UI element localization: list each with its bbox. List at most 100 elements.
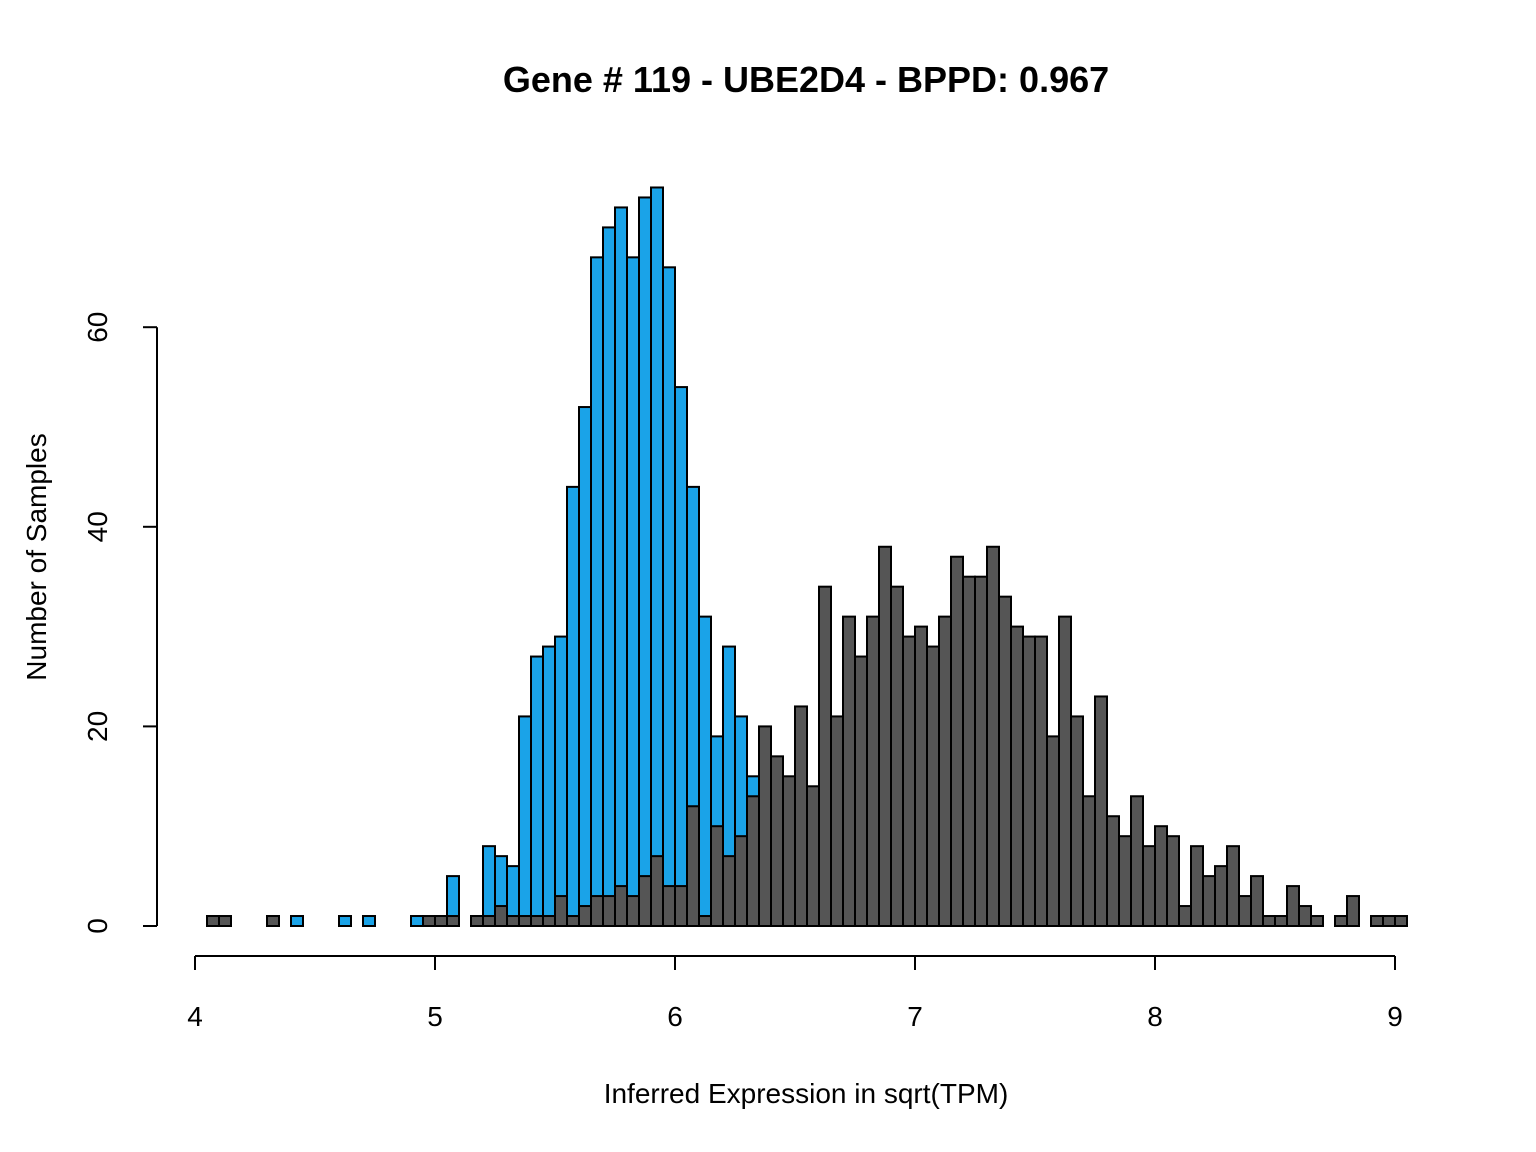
series-1-bar <box>482 845 496 927</box>
series-1-bar <box>698 615 712 927</box>
series-1-bar <box>650 186 664 928</box>
x-axis: 4 5 6 7 8 9 <box>187 955 1403 1032</box>
series-2-bar <box>758 725 772 928</box>
series-2-bar <box>890 585 904 927</box>
series-2-bar <box>218 915 232 928</box>
series-2-bar <box>1178 905 1192 927</box>
series-1-bar <box>338 915 352 928</box>
series-2-bars <box>206 545 1408 928</box>
series-2-bar <box>974 575 988 927</box>
series-2-bar <box>806 785 820 928</box>
series-2-bar <box>494 905 508 927</box>
series-2-bar <box>1214 865 1228 927</box>
series-2-bar <box>566 915 580 928</box>
series-2-bar <box>1118 835 1132 927</box>
series-1-bar <box>626 256 640 927</box>
bars-layer <box>206 186 1408 928</box>
x-tick-label: 4 <box>187 1001 203 1032</box>
series-2-bar <box>1382 915 1396 928</box>
x-axis-label: Inferred Expression in sqrt(TPM) <box>604 1078 1009 1109</box>
series-2-bar <box>578 905 592 927</box>
series-2-bar <box>710 825 724 928</box>
series-2-bar <box>482 915 496 928</box>
series-2-bar <box>938 615 952 927</box>
y-tick-label: 60 <box>82 312 113 343</box>
series-2-bar <box>1070 715 1084 927</box>
series-2-bar <box>902 635 916 928</box>
series-1-bar <box>530 655 544 927</box>
series-2-bar <box>998 595 1012 927</box>
series-1-bar <box>662 266 676 927</box>
series-2-bar <box>734 835 748 927</box>
series-2-bar <box>818 585 832 927</box>
series-2-bar <box>1310 915 1324 928</box>
x-tick-label: 7 <box>907 1001 923 1032</box>
series-2-bar <box>602 895 616 927</box>
series-2-bar <box>1154 825 1168 928</box>
series-2-bar <box>530 915 544 928</box>
series-2-bar <box>1034 635 1048 928</box>
series-2-bar <box>986 545 1000 927</box>
series-2-bar <box>770 755 784 928</box>
series-1-bar <box>542 645 556 927</box>
series-2-bar <box>1370 915 1384 928</box>
y-tick-label: 40 <box>82 511 113 542</box>
series-2-bar <box>1190 845 1204 927</box>
series-2-bar <box>1202 875 1216 927</box>
series-2-bar <box>1082 795 1096 928</box>
series-2-bar <box>842 615 856 927</box>
series-2-bar <box>626 895 640 927</box>
series-1-bar <box>590 256 604 927</box>
series-1-bar <box>554 635 568 928</box>
series-2-bar <box>542 915 556 928</box>
series-1-bar <box>674 386 688 927</box>
series-2-bar <box>1226 845 1240 927</box>
series-2-bar <box>1094 695 1108 928</box>
series-2-bar <box>746 795 760 928</box>
series-2-bar <box>1262 915 1276 928</box>
series-2-bar <box>1010 625 1024 927</box>
x-tick-label: 5 <box>427 1001 443 1032</box>
series-2-bar <box>1346 895 1360 927</box>
series-2-bar <box>1274 915 1288 928</box>
chart-title: Gene # 119 - UBE2D4 - BPPD: 0.967 <box>503 59 1109 100</box>
series-2-bar <box>1106 815 1120 927</box>
x-tick-label: 6 <box>667 1001 683 1032</box>
series-2-bar <box>554 895 568 927</box>
series-2-bar <box>518 915 532 928</box>
series-2-bar <box>1058 615 1072 927</box>
series-2-bar <box>926 645 940 927</box>
series-2-bar <box>1334 915 1348 928</box>
series-2-bar <box>698 915 712 928</box>
series-2-bar <box>650 855 664 928</box>
series-2-bar <box>914 625 928 927</box>
series-2-bar <box>722 855 736 928</box>
series-2-bar <box>1238 895 1252 927</box>
series-1-bar <box>578 406 592 928</box>
series-2-bar <box>794 705 808 927</box>
series-2-bar <box>1166 835 1180 927</box>
series-2-bar <box>830 715 844 927</box>
y-axis-label: Number of Samples <box>21 433 52 680</box>
series-1-bar <box>614 206 628 927</box>
series-1-bar <box>410 915 424 928</box>
series-2-bar <box>434 915 448 928</box>
y-tick-label: 0 <box>82 918 113 934</box>
series-2-bar <box>614 885 628 928</box>
series-2-bar <box>1250 875 1264 927</box>
series-2-bar <box>638 875 652 927</box>
series-2-bar <box>662 885 676 928</box>
series-2-bar <box>782 775 796 927</box>
series-2-bar <box>962 575 976 927</box>
series-1-bar <box>518 715 532 927</box>
series-1-bar <box>566 485 580 927</box>
series-1-bar <box>362 915 376 928</box>
series-2-bar <box>1022 635 1036 928</box>
series-2-bar <box>1142 845 1156 927</box>
series-2-bar <box>506 915 520 928</box>
y-axis: 0 20 40 60 <box>82 312 158 934</box>
series-2-bar <box>1394 915 1408 928</box>
series-2-bar <box>1298 905 1312 927</box>
series-2-bar <box>1130 795 1144 928</box>
